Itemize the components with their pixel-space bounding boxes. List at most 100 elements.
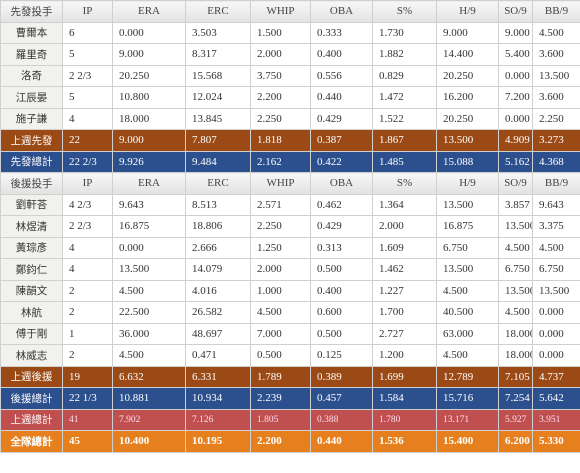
cell: 13.500 [112, 258, 186, 281]
cell: 4.500 [436, 344, 499, 367]
cell: 5.162 [498, 150, 533, 173]
cell: 9.484 [185, 150, 251, 173]
cell: 1.200 [372, 344, 437, 367]
cell: 4.500 [112, 344, 186, 367]
cell: H/9 [436, 0, 499, 23]
cell: 10.881 [112, 387, 186, 410]
cell: 63.000 [436, 322, 499, 345]
cell: 2.239 [250, 387, 311, 410]
cell: 18.000 [498, 322, 533, 345]
cell: 0.500 [310, 258, 373, 281]
cell: 2 2/3 [62, 215, 113, 238]
cell: 1.584 [372, 387, 437, 410]
player-row: 鄭鈞仁 4 13.500 14.079 2.000 0.500 1.462 13.500 6.7… [0, 258, 580, 281]
cell: 0.600 [310, 301, 373, 324]
cell: 0.000 [112, 21, 186, 44]
cell: 0.000 [498, 64, 533, 87]
cell: 1.805 [250, 408, 311, 431]
cell: 3.857 [498, 193, 533, 216]
pitching-stats-table: 先發投手 IP ERA ERC WHIP OBA S% H/9 SO/9 BB/9 曹爾本 6 0.00… [0, 0, 580, 453]
cell: 0.429 [310, 107, 373, 130]
cell: 0.313 [310, 236, 373, 259]
cell: 4.500 [498, 301, 533, 324]
cell: 6.331 [185, 365, 251, 388]
cell: 13.500 [498, 279, 533, 302]
cell: 1.780 [372, 408, 437, 431]
cell: 5.927 [498, 408, 533, 431]
cell: 0.429 [310, 215, 373, 238]
player-row: 林煜清 2 2/3 16.875 18.806 2.250 0.429 2.000 16.87… [0, 215, 580, 238]
cell: 4 [62, 107, 113, 130]
cell: 0.000 [112, 236, 186, 259]
cell: OBA [310, 0, 373, 23]
cell: 0.389 [310, 365, 373, 388]
cell: 22 2/3 [62, 150, 113, 173]
summary-row: 上週先發 22 9.000 7.807 1.818 0.387 1.867 13.500 4.9… [0, 129, 580, 152]
cell: 5.642 [532, 387, 580, 410]
row-label: 上週先發 [0, 129, 63, 152]
cell: 2 [62, 279, 113, 302]
row-label: 後援總計 [0, 387, 63, 410]
cell: 15.400 [436, 430, 499, 453]
cell: 13.171 [436, 408, 499, 431]
cell: WHIP [250, 0, 311, 23]
cell: 2.727 [372, 322, 437, 345]
cell: 1.472 [372, 86, 437, 109]
player-row: 林威志 2 4.500 0.471 0.500 0.125 1.200 4.500 18.000… [0, 344, 580, 367]
player-row: 林航 2 22.500 26.582 4.500 0.600 1.700 40.500 4.50… [0, 301, 580, 324]
cell: 0.333 [310, 21, 373, 44]
player-row: 劉軒荅 4 2/3 9.643 8.513 2.571 0.462 1.364 13.500 3… [0, 193, 580, 216]
cell: SO/9 [498, 172, 533, 195]
cell: BB/9 [532, 172, 580, 195]
header-row: 後援投手 IP ERA ERC WHIP OBA S% H/9 SO/9 BB/9 [0, 172, 580, 195]
cell: 0.440 [310, 86, 373, 109]
cell: 1.867 [372, 129, 437, 152]
cell: 12.789 [436, 365, 499, 388]
cell: 1.730 [372, 21, 437, 44]
row-label: 林煜清 [0, 215, 63, 238]
cell: 9.000 [112, 129, 186, 152]
cell: 22 1/3 [62, 387, 113, 410]
cell: 9.000 [436, 21, 499, 44]
row-label: 林航 [0, 301, 63, 324]
cell: 15.088 [436, 150, 499, 173]
cell: 5.330 [532, 430, 580, 453]
cell: 4.016 [185, 279, 251, 302]
cell: IP [62, 0, 113, 23]
cell: S% [372, 0, 437, 23]
row-label: 上週後援 [0, 365, 63, 388]
cell: 0.471 [185, 344, 251, 367]
cell: 13.500 [436, 193, 499, 216]
cell: 9.926 [112, 150, 186, 173]
cell: 2.666 [185, 236, 251, 259]
row-label: 林威志 [0, 344, 63, 367]
cell: 13.500 [436, 129, 499, 152]
cell: ERA [112, 0, 186, 23]
cell: OBA [310, 172, 373, 195]
cell: 4 [62, 258, 113, 281]
cell: 4 [62, 236, 113, 259]
cell: 14.079 [185, 258, 251, 281]
cell: 6.632 [112, 365, 186, 388]
cell: 0.829 [372, 64, 437, 87]
cell: 2 [62, 344, 113, 367]
cell: 14.400 [436, 43, 499, 66]
cell: 20.250 [436, 107, 499, 130]
cell: 6.750 [498, 258, 533, 281]
cell: 0.387 [310, 129, 373, 152]
row-label: 江辰晏 [0, 86, 63, 109]
cell: 4.500 [498, 236, 533, 259]
cell: BB/9 [532, 0, 580, 23]
cell: 2.162 [250, 150, 311, 173]
cell: 0.400 [310, 279, 373, 302]
cell: 0.000 [532, 322, 580, 345]
cell: 2 [62, 301, 113, 324]
cell: 5 [62, 86, 113, 109]
cell: 3.600 [532, 43, 580, 66]
cell: 18.806 [185, 215, 251, 238]
cell: 7.254 [498, 387, 533, 410]
cell: 1.250 [250, 236, 311, 259]
header-row: 先發投手 IP ERA ERC WHIP OBA S% H/9 SO/9 BB/9 [0, 0, 580, 23]
cell: 8.513 [185, 193, 251, 216]
cell: 10.400 [112, 430, 186, 453]
